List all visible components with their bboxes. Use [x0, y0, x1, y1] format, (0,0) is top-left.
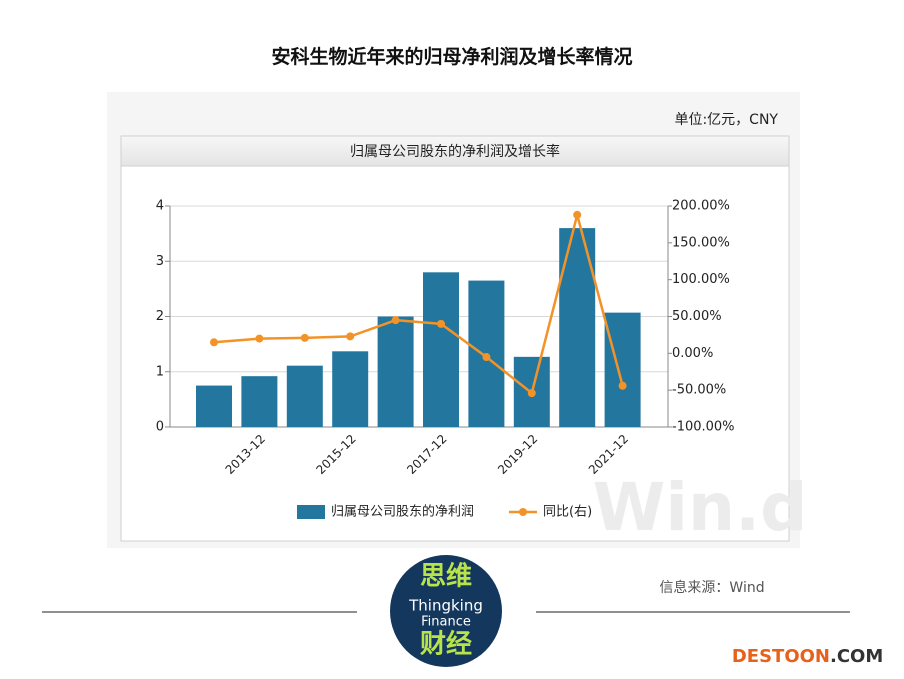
- line-point: [300, 333, 309, 342]
- legend-label: 同比(右): [543, 505, 592, 520]
- watermark: Win.d: [593, 469, 808, 546]
- legend-swatch: [297, 505, 325, 519]
- line-point: [527, 389, 536, 398]
- bar: [196, 385, 232, 427]
- line: [213, 209, 624, 396]
- bar: [377, 316, 414, 427]
- legend-swatch: [519, 508, 527, 516]
- y-tick-label: 2: [156, 309, 164, 324]
- line-point: [210, 338, 218, 347]
- y2-tick-label: 50.00%: [672, 309, 722, 324]
- logo-text: Finance: [421, 615, 471, 630]
- logo-text: 财经: [420, 629, 472, 660]
- y-tick-label: 4: [156, 199, 164, 214]
- bar: [332, 351, 369, 427]
- brand: DESTOON: [732, 646, 830, 667]
- chart-title: 归属母公司股东的净利润及增长率: [350, 143, 560, 160]
- logo-text: Thingking: [408, 597, 483, 615]
- bar: [604, 312, 641, 427]
- line-point: [346, 332, 355, 341]
- y2-tick-label: 0.00%: [672, 346, 713, 361]
- y2-tick-label: -100.00%: [672, 420, 735, 435]
- y2-tick-label: 150.00%: [672, 235, 730, 250]
- bar: [286, 365, 323, 427]
- line-point: [255, 334, 264, 343]
- line-point: [618, 381, 627, 390]
- source: 信息来源：Wind: [659, 579, 764, 596]
- y2-tick-label: 100.00%: [672, 272, 730, 287]
- y2-tick-label: -50.00%: [672, 383, 726, 398]
- page-title: 安科生物近年来的归母净利润及增长率情况: [271, 45, 632, 68]
- logo-text: 思维: [420, 561, 472, 592]
- line-point: [573, 210, 582, 219]
- logo: [390, 555, 502, 667]
- line-point: [482, 353, 491, 362]
- bar: [241, 376, 278, 427]
- y-tick-label: 3: [156, 254, 164, 269]
- y-tick-label: 1: [156, 364, 164, 379]
- y2-tick-label: 200.00%: [672, 199, 730, 214]
- bar: [423, 272, 459, 427]
- chart-header: [120, 135, 790, 167]
- line-point: [391, 316, 400, 325]
- unit: 单位:亿元，CNY: [674, 112, 778, 128]
- brand: .COM: [830, 646, 883, 667]
- y-tick-label: 0: [156, 420, 164, 435]
- line-point: [437, 319, 445, 328]
- legend-label: 归属母公司股东的净利润: [331, 504, 474, 520]
